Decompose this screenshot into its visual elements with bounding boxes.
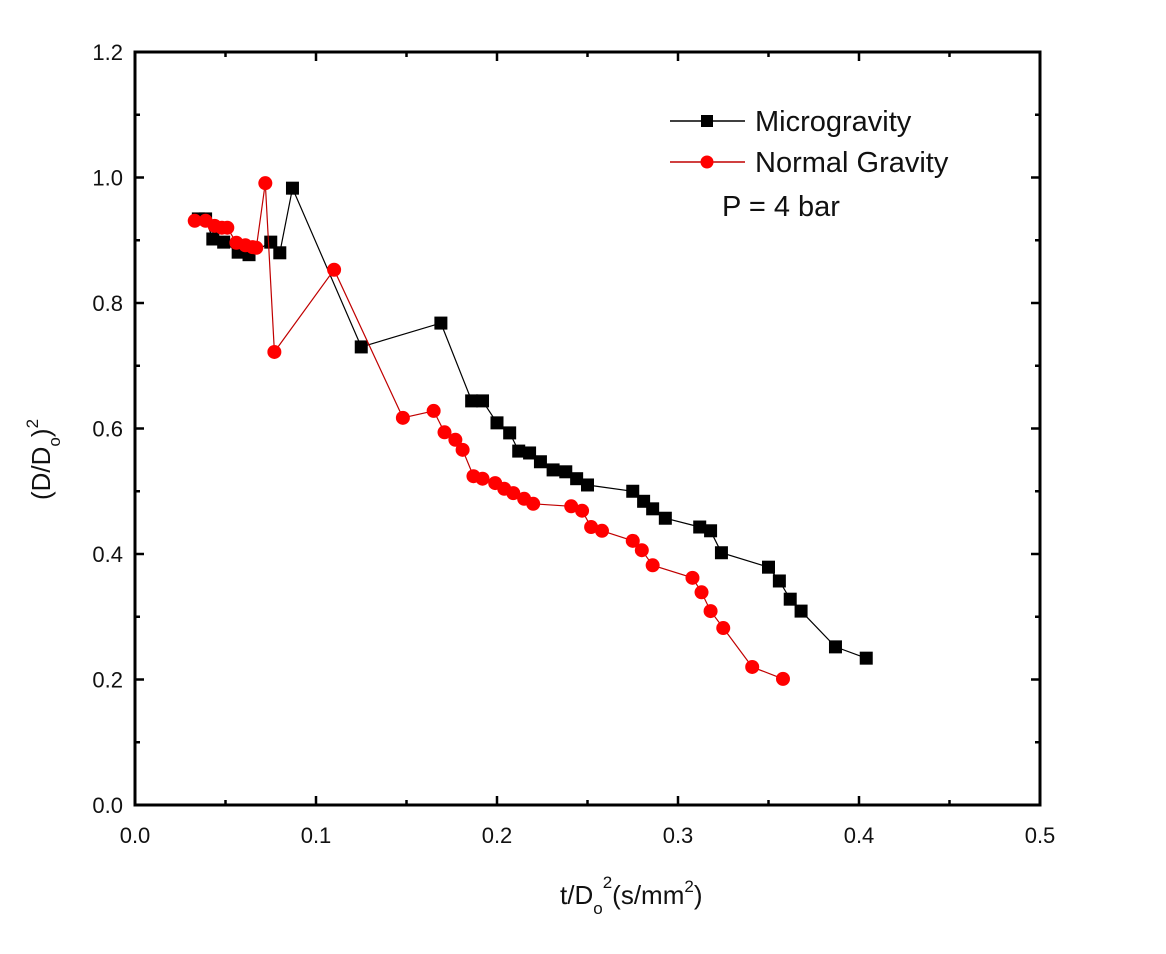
y-tick-label: 0.8 xyxy=(92,291,123,316)
data-point-normal-gravity xyxy=(455,442,470,457)
y-tick-label: 0.0 xyxy=(92,793,123,818)
data-point-normal-gravity xyxy=(645,558,660,573)
y-tick-label: 1.0 xyxy=(92,166,123,191)
data-point-normal-gravity xyxy=(475,471,490,486)
data-point-microgravity xyxy=(285,181,299,195)
series-normal-gravity xyxy=(187,176,790,686)
data-point-normal-gravity xyxy=(634,543,649,558)
series-line-microgravity xyxy=(198,186,867,659)
data-point-normal-gravity xyxy=(526,496,541,511)
data-point-microgravity xyxy=(465,394,479,408)
data-point-microgravity xyxy=(533,455,547,469)
data-point-normal-gravity xyxy=(220,220,235,235)
x-tick-label: 0.5 xyxy=(1025,823,1056,848)
data-point-microgravity xyxy=(658,511,672,525)
data-point-normal-gravity xyxy=(685,570,700,585)
data-point-microgravity xyxy=(714,546,728,560)
legend-label-microgravity: Microgravity xyxy=(755,106,912,138)
data-point-microgravity xyxy=(859,651,873,665)
data-point-normal-gravity xyxy=(187,213,202,228)
axis-ticks: 0.0 0.1 0.2 0.3 0.4 0.5 0.0 0.2 0.4 0.6 0.8 1.0 1.2 xyxy=(92,40,1055,848)
data-point-microgravity xyxy=(264,235,278,249)
legend-marker-square xyxy=(701,115,713,127)
data-point-microgravity xyxy=(559,465,573,479)
x-tick-label: 0.3 xyxy=(663,823,694,848)
series-microgravity xyxy=(191,181,873,665)
x-tick-label: 0.0 xyxy=(120,823,151,848)
data-point-microgravity xyxy=(206,232,220,246)
data-point-normal-gravity xyxy=(327,262,342,277)
data-point-normal-gravity xyxy=(575,503,590,518)
data-point-normal-gravity xyxy=(694,585,709,600)
x-tick-label: 0.2 xyxy=(482,823,513,848)
data-point-normal-gravity xyxy=(625,533,640,548)
data-point-microgravity xyxy=(581,478,594,492)
data-point-normal-gravity xyxy=(437,425,452,440)
data-point-microgravity xyxy=(476,394,490,408)
data-point-microgravity xyxy=(503,426,517,440)
x-tick-label: 0.1 xyxy=(301,823,332,848)
data-point-normal-gravity xyxy=(395,410,410,425)
data-point-microgravity xyxy=(704,524,718,538)
x-axis-title: t/Do2(s/mm2) xyxy=(560,873,703,918)
legend-label-normal-gravity: Normal Gravity xyxy=(755,147,949,179)
data-point-microgravity xyxy=(434,316,448,330)
annotation-pressure: P = 4 bar xyxy=(722,191,840,223)
data-point-microgravity xyxy=(570,472,584,486)
y-tick-label: 0.4 xyxy=(92,542,123,567)
x-tick-label: 0.4 xyxy=(844,823,875,848)
data-point-normal-gravity xyxy=(594,523,609,538)
data-point-normal-gravity xyxy=(448,432,463,447)
data-point-microgravity xyxy=(546,463,560,477)
data-point-normal-gravity xyxy=(564,499,579,514)
data-point-microgravity xyxy=(828,640,842,654)
data-point-normal-gravity xyxy=(584,520,599,535)
data-point-normal-gravity xyxy=(258,176,273,191)
data-point-microgravity xyxy=(783,592,797,606)
data-point-microgravity xyxy=(762,560,775,574)
y-axis-title: (D/Do)2 xyxy=(23,419,64,500)
data-point-microgravity xyxy=(523,446,537,460)
data-point-normal-gravity xyxy=(267,344,282,359)
y-tick-label: 0.6 xyxy=(92,417,123,442)
legend: Microgravity Normal Gravity P = 4 bar xyxy=(670,106,949,223)
data-point-microgravity xyxy=(626,484,640,498)
series-layer xyxy=(187,176,873,686)
data-point-normal-gravity xyxy=(703,604,718,619)
legend-item-microgravity: Microgravity xyxy=(670,106,912,138)
data-point-normal-gravity xyxy=(249,240,264,255)
data-point-microgravity xyxy=(693,520,707,534)
y-tick-label: 0.2 xyxy=(92,668,123,693)
data-point-microgravity xyxy=(354,340,368,354)
data-point-microgravity xyxy=(646,502,660,516)
data-point-microgravity xyxy=(794,604,808,618)
data-point-normal-gravity xyxy=(426,403,441,418)
data-point-normal-gravity xyxy=(506,486,521,501)
data-point-microgravity xyxy=(772,574,786,588)
data-point-microgravity xyxy=(512,444,526,458)
data-point-normal-gravity xyxy=(775,671,790,686)
data-point-normal-gravity xyxy=(745,659,760,674)
data-point-microgravity xyxy=(217,235,231,249)
legend-marker-circle xyxy=(700,155,714,169)
legend-item-normal-gravity: Normal Gravity xyxy=(670,147,949,179)
data-point-microgravity xyxy=(490,416,504,430)
data-point-normal-gravity xyxy=(716,621,731,636)
y-tick-label: 1.2 xyxy=(92,40,123,65)
data-point-microgravity xyxy=(273,246,287,260)
